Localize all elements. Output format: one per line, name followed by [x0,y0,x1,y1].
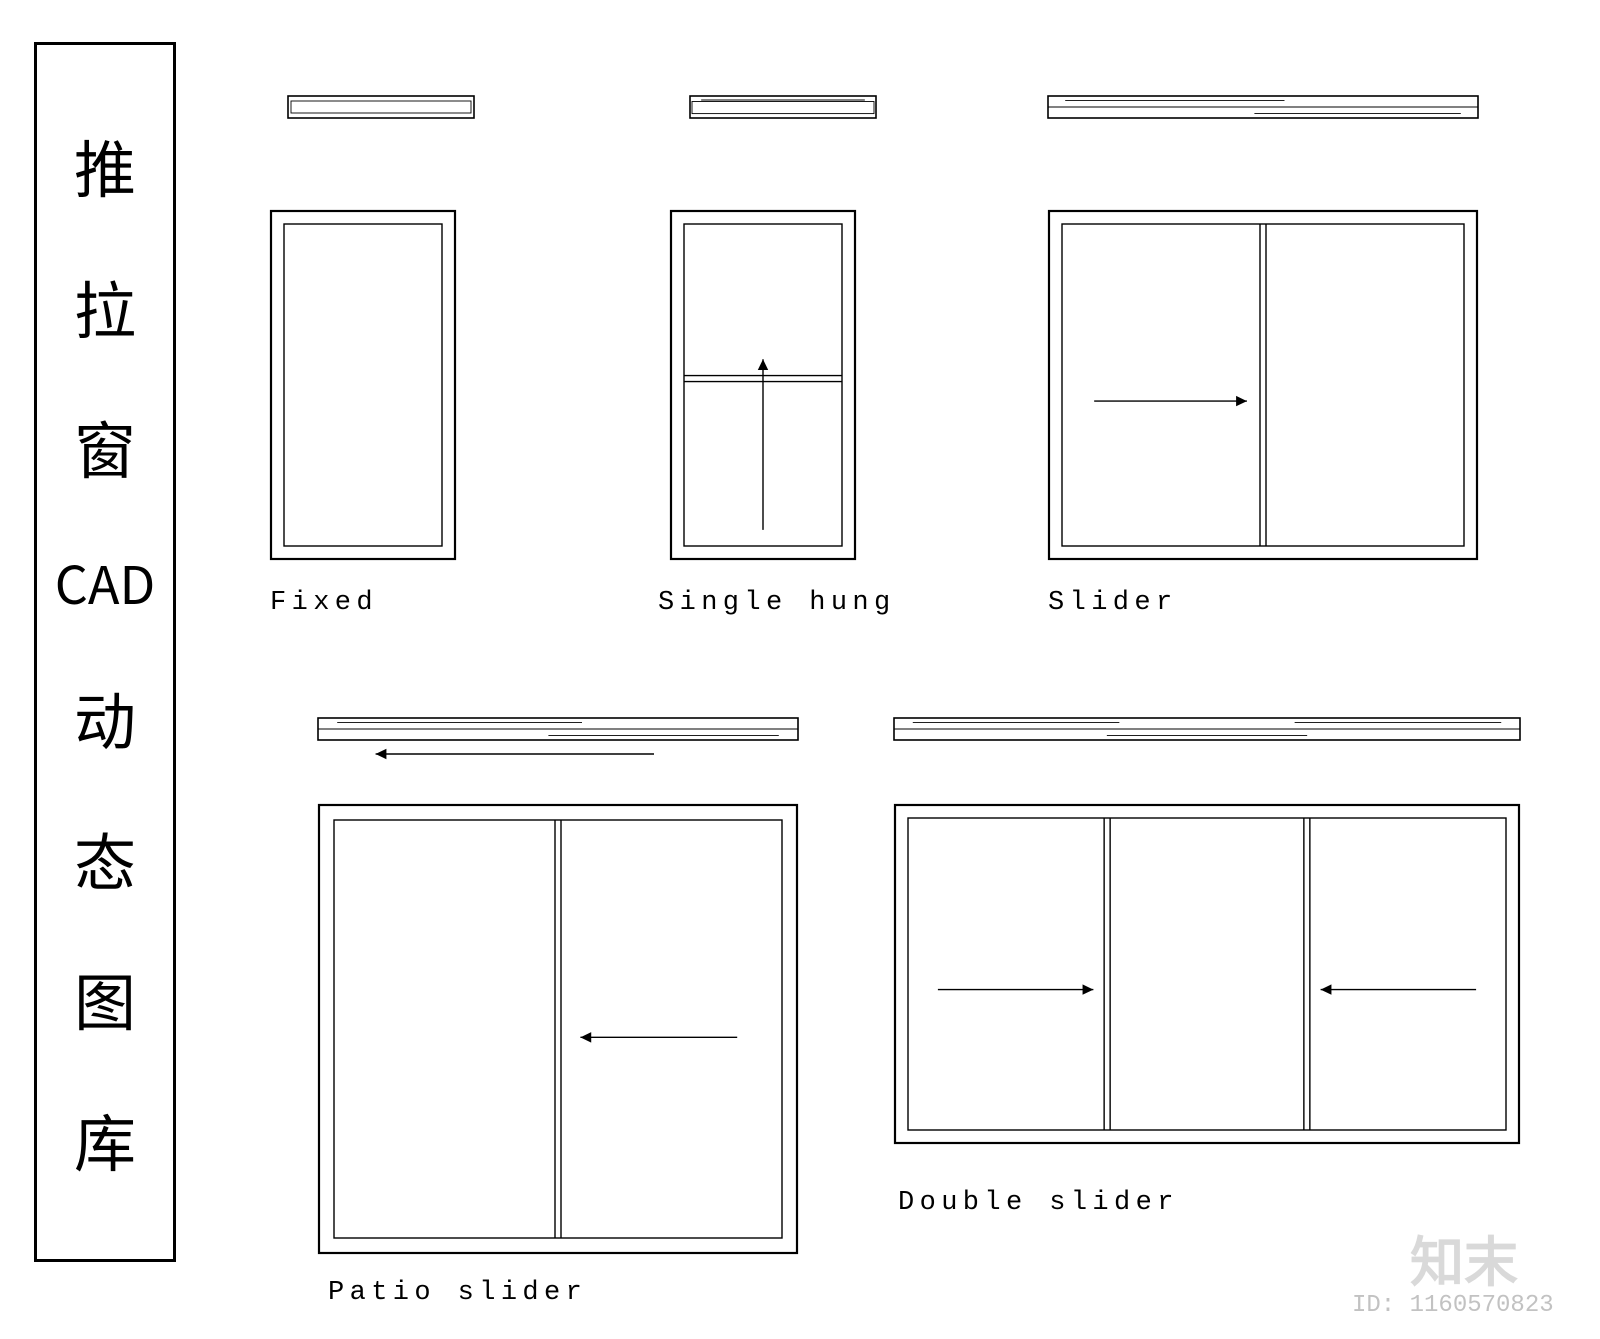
title-char: 库 [74,1108,136,1170]
title-char: 态 [74,827,136,889]
title-char: 拉 [74,275,136,337]
label-fixed: Fixed [270,588,378,618]
title-char: 推 [74,134,136,196]
plan-single_hung [680,86,886,128]
label-single_hung: Single hung [658,588,896,618]
title-char: 图 [74,967,136,1029]
title-char: CAD [55,556,156,608]
elevation-double_slider [894,804,1520,1144]
label-double_slider: Double slider [898,1188,1179,1218]
title-char: 窗 [74,415,136,477]
elevation-single_hung [670,210,856,560]
elevation-patio_slider [318,804,798,1254]
title-char: 动 [74,686,136,748]
plan-slider [1038,86,1488,128]
watermark-id: ID: 1160570823 [1352,1292,1554,1319]
plan-patio_slider [308,708,808,780]
title-box: 推拉窗 CAD 动态图库 [34,42,176,1262]
label-slider: Slider [1048,588,1178,618]
watermark-logo: 知末 [1410,1234,1518,1293]
plan-double_slider [884,708,1530,750]
label-patio_slider: Patio slider [328,1278,587,1308]
plan-fixed [278,86,484,128]
elevation-slider [1048,210,1478,560]
elevation-fixed [270,210,456,560]
